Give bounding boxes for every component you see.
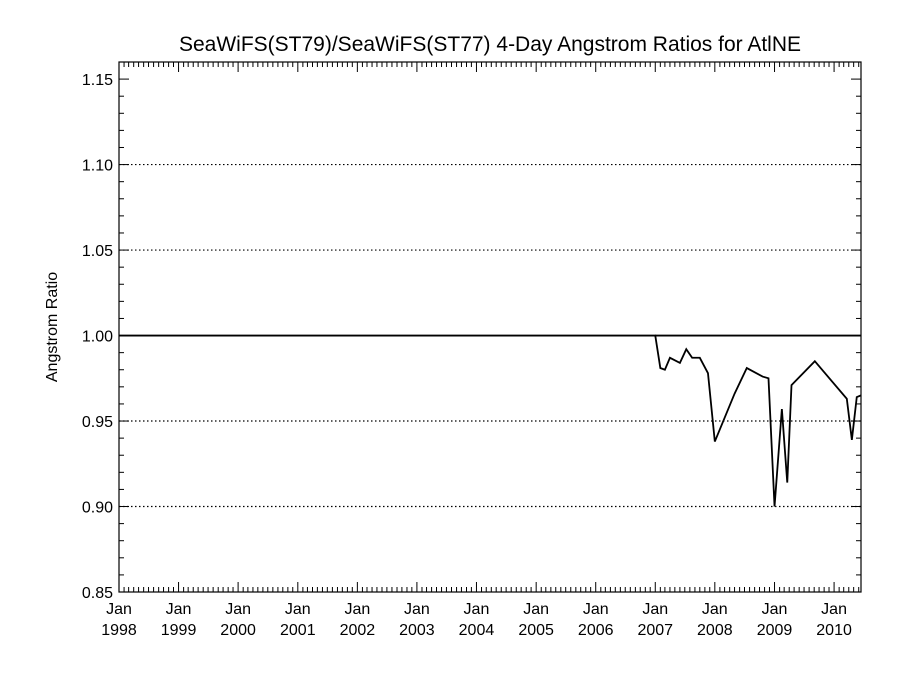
y-tick-label: 0.85 xyxy=(82,585,113,602)
y-tick-label: 1.15 xyxy=(82,72,113,89)
y-tick-label: 0.95 xyxy=(82,414,113,431)
y-tick-label: 0.90 xyxy=(82,500,113,517)
x-tick-label-year: 2008 xyxy=(697,622,733,639)
x-tick-label-month: Jan xyxy=(344,601,370,618)
x-tick-label-month: Jan xyxy=(762,601,788,618)
axes xyxy=(118,61,862,593)
x-tick-label-year: 2006 xyxy=(578,622,614,639)
x-tick-label-year: 2010 xyxy=(816,622,852,639)
x-tick-label-year: 2007 xyxy=(637,622,673,639)
x-tick-label-year: 2003 xyxy=(399,622,435,639)
series-line-0 xyxy=(119,334,862,507)
x-tick-label-month: Jan xyxy=(285,601,311,618)
x-tick-label-month: Jan xyxy=(702,601,728,618)
x-tick-label-month: Jan xyxy=(464,601,490,618)
x-tick-label-month: Jan xyxy=(642,601,668,618)
x-tick-label-month: Jan xyxy=(404,601,430,618)
x-tick-label-year: 2005 xyxy=(518,622,554,639)
x-tick-label-month: Jan xyxy=(821,601,847,618)
y-tick-label: 1.00 xyxy=(82,329,113,346)
tick-labels: 0.85 0.90 0.95 1.00 1.05 1.10 1.15 Jan 1998 Jan 19… xyxy=(82,72,852,639)
x-tick-label-year: 2001 xyxy=(280,622,316,639)
x-tick-label-year: 2004 xyxy=(459,622,495,639)
chart-title: SeaWiFS(ST79)/SeaWiFS(ST77) 4-Day Angstr… xyxy=(179,33,801,56)
y-axis-label: Angstrom Ratio xyxy=(44,272,61,382)
x-tick-label-year: 2009 xyxy=(757,622,793,639)
x-tick-label-year: 2000 xyxy=(220,622,256,639)
x-tick-label-month: Jan xyxy=(583,601,609,618)
y-tick-label: 1.10 xyxy=(82,158,113,175)
x-tick-label-year: 1999 xyxy=(161,622,197,639)
x-tick-label-year: 2002 xyxy=(340,622,376,639)
y-tick-label: 1.05 xyxy=(82,243,113,260)
series-lines xyxy=(119,334,862,507)
x-tick-label-month: Jan xyxy=(523,601,549,618)
x-tick-label-month: Jan xyxy=(106,601,132,618)
plot-frame xyxy=(118,61,862,593)
x-tick-label-month: Jan xyxy=(166,601,192,618)
x-tick-label-month: Jan xyxy=(225,601,251,618)
x-tick-label-year: 1998 xyxy=(101,622,137,639)
